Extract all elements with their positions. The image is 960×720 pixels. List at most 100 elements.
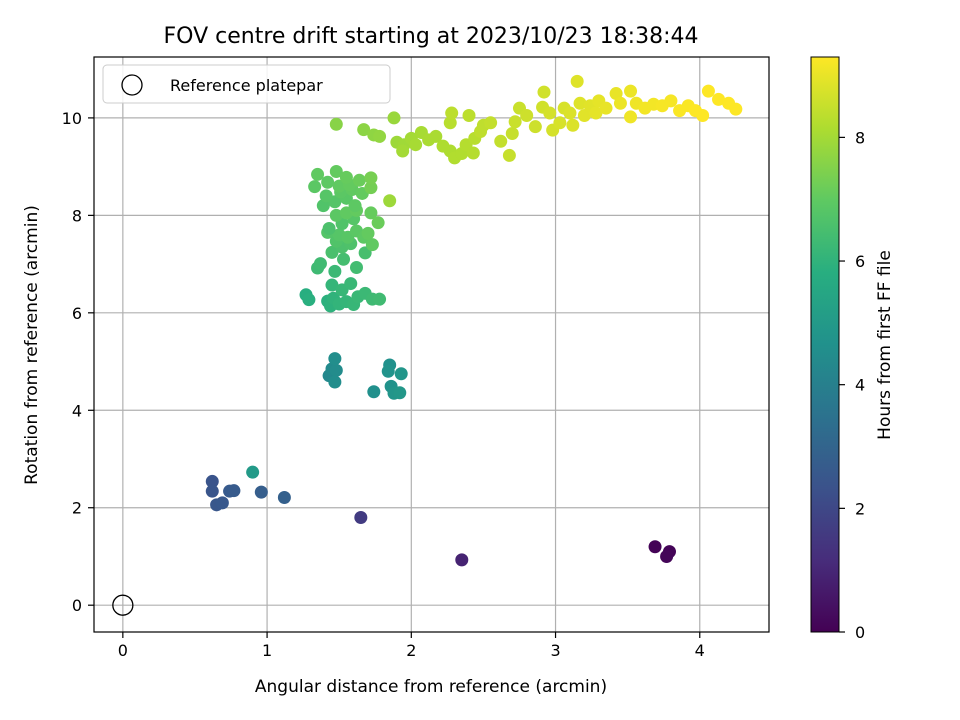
data-point	[528, 120, 542, 134]
data-point	[373, 129, 387, 143]
data-point	[329, 208, 343, 222]
data-point	[429, 129, 443, 143]
data-point	[648, 540, 662, 554]
data-point	[329, 363, 343, 377]
data-point	[543, 106, 557, 120]
y-tick-label: 10	[62, 109, 82, 128]
colorbar-ticks: 0 2 4 6 8	[839, 128, 865, 642]
data-point	[367, 385, 381, 399]
y-axis-label: Rotation from reference (arcmin)	[22, 205, 42, 485]
data-point	[344, 277, 358, 291]
data-point	[364, 206, 378, 220]
data-point	[339, 206, 353, 220]
data-point	[205, 484, 219, 498]
axes	[93, 56, 770, 633]
reference-platepar-point	[112, 594, 134, 616]
colorbar-label: Hours from first FF file	[875, 250, 895, 440]
data-point	[328, 264, 342, 278]
data-point	[664, 94, 678, 108]
x-tick-label: 1	[262, 641, 272, 660]
x-axis-label: Angular distance from reference (arcmin)	[255, 677, 607, 697]
colorbar-tick-label: 6	[855, 252, 865, 271]
data-point	[553, 116, 567, 130]
legend-marker-reference	[121, 74, 143, 96]
grid-lines	[94, 57, 769, 632]
data-point	[624, 110, 638, 124]
data-point	[508, 115, 522, 129]
data-points	[112, 74, 743, 616]
data-point	[328, 375, 342, 389]
data-point	[729, 102, 743, 116]
data-point	[589, 106, 603, 120]
colorbar-frame	[810, 56, 840, 633]
data-point	[394, 367, 408, 381]
colorbar: 0 2 4 6 8 Hours from first FF file	[810, 56, 895, 642]
data-point	[577, 108, 591, 122]
legend-label-reference: Reference platepar	[170, 76, 323, 95]
y-tick-label: 4	[72, 401, 82, 420]
data-point	[357, 123, 371, 137]
data-point	[352, 173, 366, 187]
data-point	[316, 199, 330, 213]
data-point	[227, 484, 241, 498]
data-point	[599, 101, 613, 115]
data-point	[520, 108, 534, 122]
data-point	[339, 170, 353, 184]
data-point	[566, 118, 580, 132]
data-point	[332, 179, 346, 193]
data-point	[445, 106, 459, 120]
y-tick-label: 2	[72, 499, 82, 518]
data-point	[308, 180, 322, 194]
y-tick-label: 0	[72, 596, 82, 615]
plot-frame	[93, 56, 770, 633]
colorbar-tick-label: 8	[855, 128, 865, 147]
y-tick-label: 8	[72, 206, 82, 225]
data-point	[205, 474, 219, 488]
data-point	[696, 108, 710, 122]
data-point	[365, 238, 379, 252]
data-point	[325, 245, 339, 259]
data-point	[383, 194, 397, 208]
data-point	[409, 138, 423, 152]
data-point	[393, 386, 407, 400]
data-point	[325, 278, 339, 292]
colorbar-tick-label: 4	[855, 376, 865, 395]
x-tick-label: 0	[118, 641, 128, 660]
data-point	[443, 116, 457, 130]
data-point	[387, 111, 401, 125]
data-point	[350, 261, 363, 275]
data-point	[277, 491, 291, 505]
data-point	[313, 257, 327, 271]
data-point	[537, 85, 551, 99]
data-point	[570, 74, 584, 88]
data-point	[373, 292, 387, 306]
data-point	[484, 116, 498, 130]
data-point	[494, 134, 508, 148]
data-point	[246, 465, 260, 479]
colorbar-tick-label: 0	[855, 623, 865, 642]
data-point	[302, 293, 316, 307]
data-point	[311, 167, 325, 181]
data-point	[701, 84, 715, 98]
data-point	[371, 216, 385, 230]
data-point	[563, 106, 577, 120]
x-tick-label: 2	[406, 641, 416, 660]
data-point	[505, 127, 519, 141]
data-point	[466, 146, 480, 160]
data-point	[624, 84, 638, 98]
data-point	[364, 181, 378, 195]
x-tick-label: 4	[695, 641, 705, 660]
data-point	[361, 226, 375, 240]
colorbar-tick-label: 2	[855, 499, 865, 518]
data-point	[609, 87, 623, 101]
data-point	[573, 96, 587, 110]
data-point	[396, 144, 410, 158]
data-point	[364, 171, 378, 185]
y-axis-ticks: 0 2 4 6 8 10	[62, 109, 94, 615]
data-point	[328, 352, 342, 366]
data-point	[613, 96, 627, 110]
colorbar-gradient	[811, 57, 839, 632]
data-point	[455, 553, 469, 567]
